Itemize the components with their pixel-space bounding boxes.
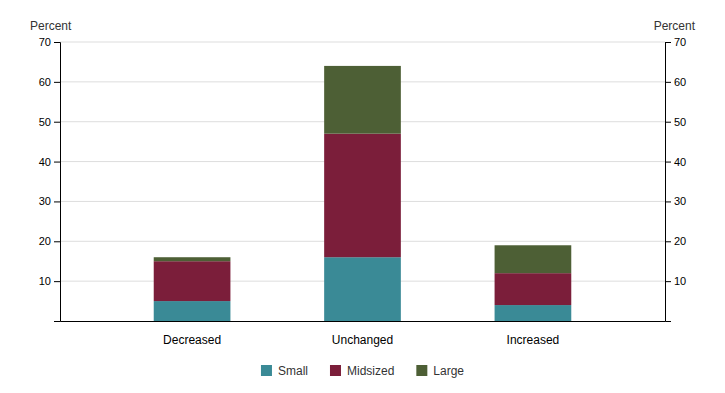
tick: 50 (39, 116, 60, 128)
series (154, 66, 572, 273)
tick: 60 (665, 76, 686, 88)
tick-mark (665, 82, 671, 83)
tick-label: 50 (39, 116, 51, 128)
tick-mark (54, 281, 60, 282)
tick-label: 60 (674, 76, 686, 88)
tick-label: 70 (39, 36, 51, 48)
tick-mark (54, 42, 60, 43)
axis-line (666, 43, 672, 322)
tick: 20 (665, 235, 686, 247)
axis-title: Percent (30, 19, 72, 33)
tick-label: 30 (674, 195, 686, 207)
legend-item: Midsized (330, 364, 394, 378)
tick: 60 (39, 76, 60, 88)
tick-mark (54, 241, 60, 242)
tick-mark (54, 82, 60, 83)
tick-label: 40 (674, 156, 686, 168)
legend: Small Midsized Large (261, 364, 464, 378)
tick: 10 (665, 275, 686, 287)
tick-label: 70 (674, 36, 686, 48)
axis-line (54, 43, 61, 322)
tick-label: 30 (39, 195, 51, 207)
grid-line (60, 42, 665, 43)
tick: Decreased (163, 333, 221, 347)
chart: 10 20 30 40 50 60 70 10 20 30 40 50 60 70 Decreased Unc… (0, 0, 725, 393)
tick: 20 (39, 235, 60, 247)
tick-mark (54, 122, 60, 123)
tick-mark (665, 122, 671, 123)
tick: 70 (665, 36, 686, 48)
tick-label: Unchanged (332, 333, 393, 347)
bar-segment (495, 273, 572, 305)
tick-label: 60 (39, 76, 51, 88)
tick-mark (665, 241, 671, 242)
bar-segment (324, 257, 401, 321)
tick-mark (54, 201, 60, 202)
x-axis: Decreased Unchanged Increased (61, 322, 666, 348)
bar-segment (154, 261, 231, 301)
tick-mark (665, 42, 671, 43)
tick: 30 (665, 195, 686, 207)
bar-segment (154, 301, 231, 321)
bar-segment (495, 245, 572, 273)
tick-label: 40 (39, 156, 51, 168)
tick-label: Increased (507, 333, 560, 347)
axis-title: Percent (654, 19, 696, 33)
legend-item: Large (416, 364, 464, 378)
tick-label: 20 (674, 235, 686, 247)
bar-segment (324, 66, 401, 134)
tick: 50 (665, 116, 686, 128)
y-axis: 10 20 30 40 50 60 70 (39, 36, 61, 321)
tick-label: 20 (39, 235, 51, 247)
tick-label: 10 (674, 275, 686, 287)
tick: 10 (39, 275, 60, 287)
tick: 40 (665, 156, 686, 168)
plot: 10 20 30 40 50 60 70 10 20 30 40 50 60 70 Decreased Unc… (30, 19, 696, 347)
tick: Unchanged (332, 333, 393, 347)
y2-axis: 10 20 30 40 50 60 70 (665, 36, 686, 321)
tick-mark (54, 162, 60, 163)
axis-line (61, 321, 666, 322)
bar-segment (495, 305, 572, 321)
legend-swatch (261, 365, 272, 376)
bar-segment (324, 134, 401, 258)
bars (154, 66, 572, 321)
legend-swatch (330, 365, 341, 376)
tick-label: 10 (39, 275, 51, 287)
series (154, 134, 572, 305)
tick-mark (665, 162, 671, 163)
tick-mark (665, 201, 671, 202)
tick-label: Decreased (163, 333, 221, 347)
legend-label: Small (278, 364, 308, 378)
legend-item: Small (261, 364, 308, 378)
legend-label: Large (433, 364, 464, 378)
tick: 40 (39, 156, 60, 168)
tick-label: 50 (674, 116, 686, 128)
grid (60, 42, 665, 281)
legend-label: Midsized (347, 364, 394, 378)
tick-mark (665, 281, 671, 282)
tick: Increased (507, 333, 560, 347)
tick: 70 (39, 36, 60, 48)
legend-swatch (416, 365, 427, 376)
tick: 30 (39, 195, 60, 207)
bar-segment (154, 257, 231, 261)
